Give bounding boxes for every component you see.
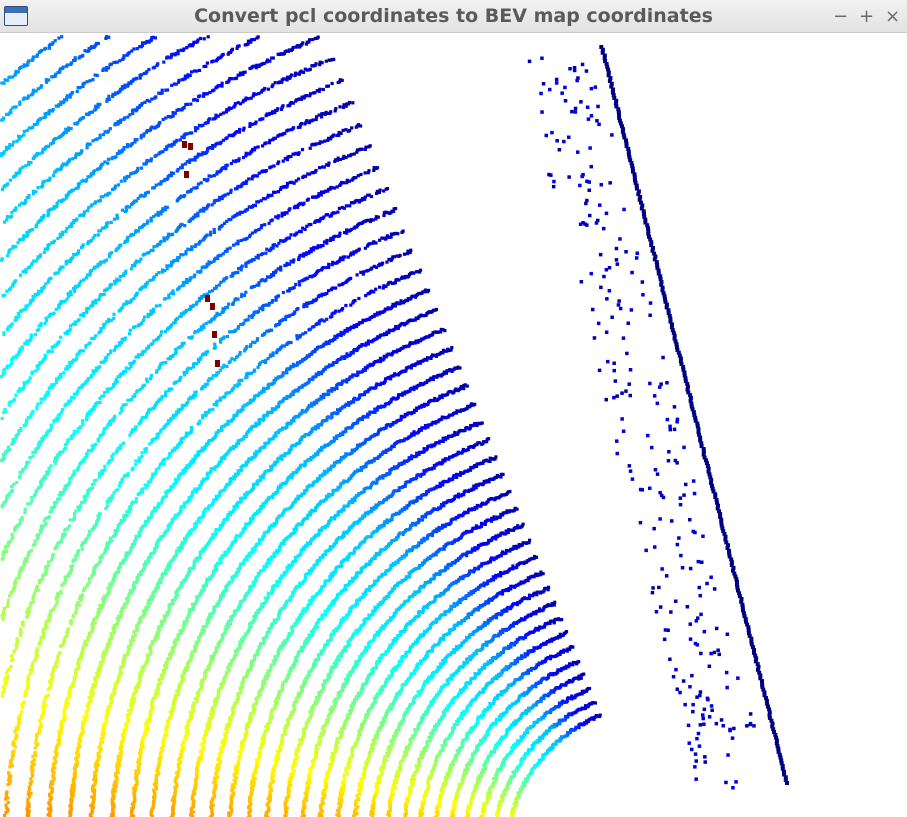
window-title: Convert pcl coordinates to BEV map coord… [194,5,713,27]
title-bar[interactable]: Convert pcl coordinates to BEV map coord… [0,0,907,33]
window-controls: − + × [833,0,901,33]
bev-map-viewport[interactable] [0,33,907,817]
point-cloud-points [0,35,789,817]
maximize-button[interactable]: + [859,6,875,27]
bev-point-cloud [0,35,789,817]
close-button[interactable]: × [885,6,901,27]
minimize-button[interactable]: − [833,6,849,27]
window-app-icon[interactable] [4,6,28,26]
